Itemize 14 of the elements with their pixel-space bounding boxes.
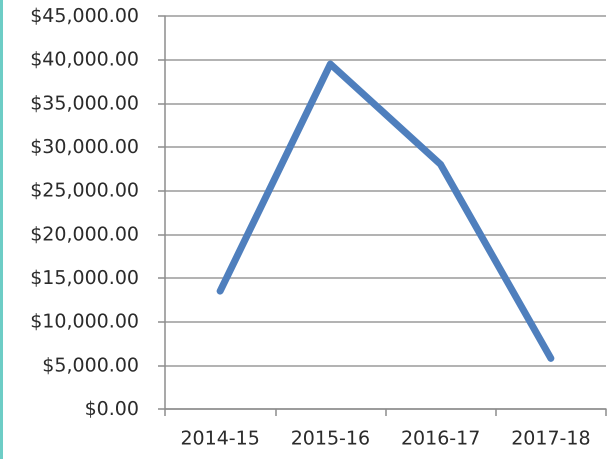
y-tick-label: $15,000.00: [30, 267, 139, 289]
y-tick-label: $40,000.00: [30, 48, 139, 71]
y-tick-label: $45,000.00: [30, 5, 139, 27]
y-tick-label: $30,000.00: [30, 136, 139, 158]
x-tick-label: 2015-16: [290, 428, 370, 450]
x-tick-label: 2016-17: [400, 428, 480, 450]
x-tick-label: 2017-18: [511, 428, 591, 450]
y-tick-label: $35,000.00: [30, 92, 139, 114]
y-tick-label: $25,000.00: [30, 180, 139, 202]
y-tick-label: $5,000.00: [42, 354, 139, 376]
x-tick-label: 2014-15: [180, 428, 260, 450]
y-tick-label: $20,000.00: [30, 223, 139, 246]
y-tick-label: $10,000.00: [30, 310, 139, 333]
y-tick-label: $0.00: [84, 398, 139, 420]
